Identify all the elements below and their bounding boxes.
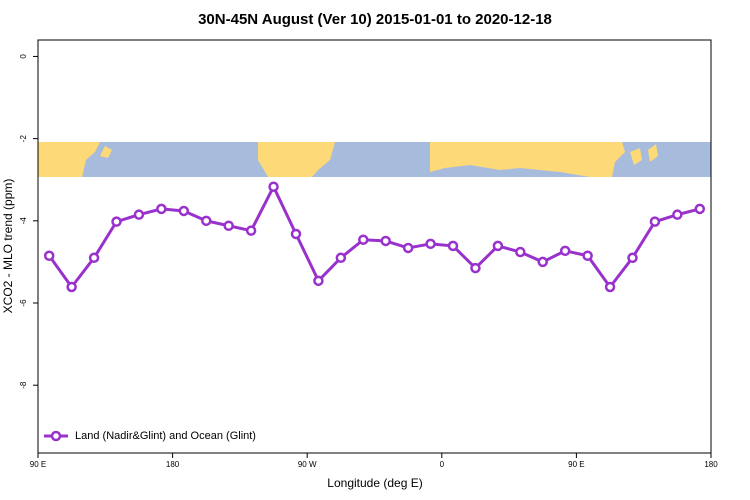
data-point xyxy=(492,240,504,252)
y-tick-label: 0 xyxy=(19,54,28,59)
legend-label: Land (Nadir&Glint) and Ocean (Glint) xyxy=(75,430,256,442)
data-point xyxy=(43,250,55,261)
y-tick-label: -2 xyxy=(19,135,28,143)
data-point xyxy=(223,220,234,231)
x-tick-label: 180 xyxy=(166,460,180,469)
data-point xyxy=(604,281,616,293)
data-point xyxy=(694,203,706,215)
data-point xyxy=(515,246,526,258)
y-tick-label: -4 xyxy=(19,217,28,225)
data-point xyxy=(268,181,279,192)
x-tick-label: 90 W xyxy=(298,460,317,469)
x-tick-label: 90 E xyxy=(568,460,584,469)
data-point xyxy=(245,225,257,236)
data-point xyxy=(335,252,347,264)
data-point xyxy=(178,205,190,217)
data-line xyxy=(47,183,701,290)
data-point xyxy=(88,252,100,264)
chart-title: 30N-45N August (Ver 10) 2015-01-01 to 20… xyxy=(198,11,552,28)
data-point xyxy=(358,234,369,245)
data-point xyxy=(66,281,77,293)
data-point xyxy=(649,216,661,227)
data-point xyxy=(111,216,122,227)
data-point xyxy=(627,252,638,264)
y-axis-label: XCO2 - MLO trend (ppm) xyxy=(1,179,15,314)
x-axis-label: Longitude (deg E) xyxy=(327,476,422,490)
data-point xyxy=(537,256,548,268)
data-point xyxy=(447,240,459,252)
x-tick-label: 90 E xyxy=(30,460,46,469)
data-point xyxy=(672,209,683,220)
data-point xyxy=(470,262,481,274)
data-point xyxy=(133,209,145,220)
data-point xyxy=(582,250,593,261)
data-point xyxy=(380,235,391,247)
plot-frame xyxy=(37,39,712,454)
x-tick-label: 180 xyxy=(704,460,718,469)
data-point xyxy=(559,245,571,257)
y-tick-label: -6 xyxy=(19,299,28,307)
legend-marker xyxy=(50,430,62,442)
data-point xyxy=(156,203,167,215)
x-tick-label: 0 xyxy=(440,460,445,469)
data-point xyxy=(425,238,436,250)
data-point xyxy=(402,242,414,254)
data-point xyxy=(313,275,324,287)
map-strip xyxy=(38,142,711,177)
data-point xyxy=(290,228,302,240)
data-point xyxy=(201,215,212,227)
y-tick-label: -8 xyxy=(19,381,28,389)
